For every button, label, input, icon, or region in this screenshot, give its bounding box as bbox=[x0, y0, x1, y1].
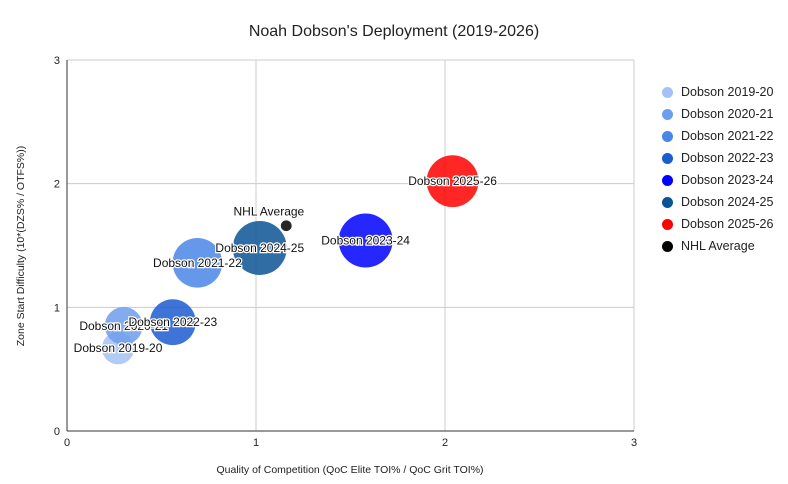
bubble-dobson-2021-22[interactable] bbox=[172, 237, 223, 288]
legend-marker-icon bbox=[662, 152, 673, 164]
legend-label: Dobson 2021-22 bbox=[681, 129, 774, 143]
axes: 0 1 2 3 0 1 2 3 bbox=[54, 55, 637, 449]
legend-marker-icon bbox=[662, 240, 673, 252]
x-axis-label: Quality of Competition (QoC Elite TOI% /… bbox=[216, 464, 483, 476]
legend-label: Dobson 2024-25 bbox=[681, 195, 774, 209]
legend-item[interactable]: Dobson 2023-24 bbox=[662, 169, 773, 191]
legend-label: NHL Average bbox=[681, 239, 755, 253]
x-tick-label: 3 bbox=[631, 437, 637, 449]
legend-item[interactable]: Dobson 2021-22 bbox=[662, 125, 773, 147]
y-tick-label: 0 bbox=[54, 426, 60, 438]
legend-label: Dobson 2020-21 bbox=[681, 107, 774, 121]
legend-marker-icon bbox=[662, 196, 673, 208]
legend-label: Dobson 2025-26 bbox=[681, 217, 774, 231]
x-tick-label: 2 bbox=[442, 437, 448, 449]
bubble-dobson-2024-25[interactable] bbox=[232, 220, 287, 275]
bubble-nhl-average[interactable] bbox=[280, 220, 292, 232]
y-tick-label: 1 bbox=[54, 302, 60, 314]
legend-marker-icon bbox=[662, 86, 673, 98]
x-tick-label: 0 bbox=[64, 437, 70, 449]
legend-marker-icon bbox=[662, 174, 673, 186]
bubbles bbox=[101, 155, 479, 365]
legend-item[interactable]: NHL Average bbox=[662, 235, 773, 257]
bubble-dobson-2022-23[interactable] bbox=[149, 299, 196, 346]
legend: Dobson 2019-20 Dobson 2020-21 Dobson 2021-… bbox=[662, 81, 773, 257]
legend-item[interactable]: Dobson 2024-25 bbox=[662, 191, 773, 213]
legend-marker-icon bbox=[662, 108, 673, 120]
legend-item[interactable]: Dobson 2025-26 bbox=[662, 213, 773, 235]
y-tick-label: 3 bbox=[54, 55, 60, 67]
data-label: Dobson 2019-20 bbox=[74, 341, 163, 355]
data-label: Dobson 2024-25 bbox=[215, 241, 304, 255]
y-axis-label: Zone Start Difficulty (10*(DZS% / OTFS%)… bbox=[15, 146, 27, 347]
data-label: Dobson 2025-26 bbox=[408, 174, 497, 188]
x-tick-label: 1 bbox=[253, 437, 259, 449]
y-tick-label: 2 bbox=[54, 179, 60, 191]
data-label: Dobson 2021-22 bbox=[153, 256, 242, 270]
legend-label: Dobson 2023-24 bbox=[681, 173, 774, 187]
bubble-dobson-2023-24[interactable] bbox=[338, 213, 393, 268]
legend-marker-icon bbox=[662, 130, 673, 142]
legend-item[interactable]: Dobson 2022-23 bbox=[662, 147, 773, 169]
legend-item[interactable]: Dobson 2019-20 bbox=[662, 81, 773, 103]
legend-marker-icon bbox=[662, 218, 673, 230]
data-label: NHL Average bbox=[234, 205, 305, 219]
legend-label: Dobson 2019-20 bbox=[681, 85, 774, 99]
legend-label: Dobson 2022-23 bbox=[681, 151, 774, 165]
data-label: Dobson 2022-23 bbox=[128, 315, 217, 329]
bubble-dobson-2025-26[interactable] bbox=[426, 155, 479, 208]
data-label: Dobson 2023-24 bbox=[321, 234, 410, 248]
data-label: Dobson 2020-21 bbox=[79, 319, 168, 333]
legend-item[interactable]: Dobson 2020-21 bbox=[662, 103, 773, 125]
data-labels: Dobson 2019-20 Dobson 2020-21 Dobson 2021-… bbox=[72, 173, 498, 356]
chart-title: Noah Dobson's Deployment (2019-2026) bbox=[249, 23, 539, 40]
bubble-dobson-2020-21[interactable] bbox=[104, 306, 143, 345]
